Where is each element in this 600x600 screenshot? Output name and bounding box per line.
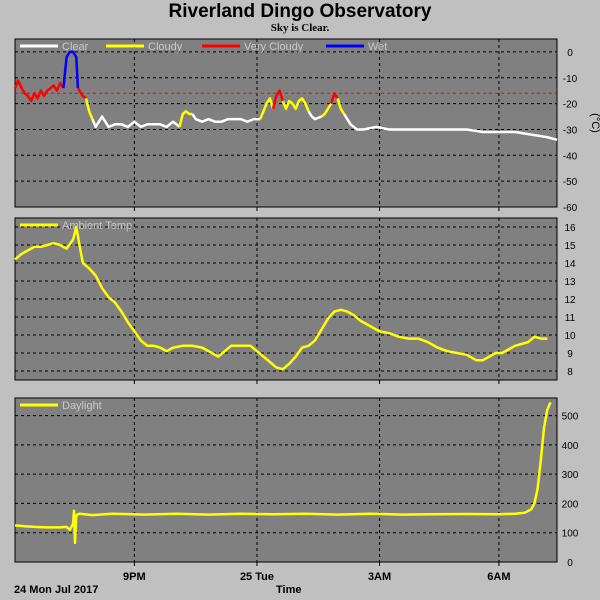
y-tick-label: 13 [564, 277, 576, 288]
y-axis-label: (°C) [589, 113, 600, 133]
series-line-ambient-temp [14, 225, 548, 371]
sky-status: Sky is Clear. [270, 22, 330, 34]
panel-daylight: 0 100 200 300 400 500 Daylight [14, 397, 579, 569]
y-tick-label: 10 [564, 331, 576, 342]
y-tick-label: 12 [564, 295, 576, 306]
series-line-clear [343, 113, 558, 142]
x-tick-label: 6AM [487, 571, 510, 583]
legend-label: Clear [62, 41, 89, 53]
series-line-clear [91, 115, 181, 129]
series-line-cloudy [178, 110, 193, 128]
y-tick-label: 500 [562, 412, 579, 423]
y-tick-label: 0 [567, 48, 573, 59]
x-tick-label: 9PM [123, 571, 146, 583]
legend-label: Daylight [62, 400, 102, 412]
series-line-wet [62, 50, 80, 89]
series-line-very-cloudy [330, 92, 339, 104]
legend-label: Ambient Temp [62, 220, 132, 232]
y-tick-label: 14 [564, 259, 576, 270]
x-tick-label: 25 Tue [240, 571, 274, 583]
panel-ambient: 8 9 10 11 12 13 14 15 16 Ambient Temp [14, 217, 576, 381]
y-tick-label: 15 [564, 241, 576, 252]
series-line-cloudy [259, 97, 275, 120]
legend-label: Very Cloudy [244, 41, 304, 53]
legend-label: Cloudy [148, 41, 183, 53]
series-line-daylight [14, 401, 552, 545]
y-tick-label: 11 [565, 313, 576, 324]
panel-sky: 0 -10 -20 -30 -40 -50 -60 (°C) Clear Cloudy Very C… [13, 38, 600, 214]
y-tick-label: -50 [563, 177, 578, 188]
series-line-very-cloudy [76, 87, 87, 100]
y-tick-label: -10 [563, 74, 578, 85]
y-tick-label: -60 [563, 203, 578, 214]
series-line-very-cloudy [271, 89, 284, 110]
y-tick-label: 16 [564, 223, 576, 234]
y-tick-label: -20 [563, 100, 578, 111]
series-line-clear [307, 110, 322, 121]
series-line-cloudy [281, 97, 310, 112]
series-line-cloudy [336, 98, 346, 115]
y-tick-label: -40 [563, 151, 578, 162]
series-line-clear [191, 113, 261, 123]
plot-area [14, 397, 558, 563]
chart-date: 24 Mon Jul 2017 [14, 584, 99, 596]
y-tick-label: 400 [562, 441, 579, 452]
plot-area [14, 38, 558, 208]
x-tick-label: 3AM [368, 571, 391, 583]
y-tick-label: 9 [567, 349, 573, 360]
y-tick-label: 8 [567, 367, 573, 378]
y-tick-label: -30 [563, 125, 578, 136]
y-tick-label: 0 [567, 558, 573, 569]
series-line-cloudy [84, 98, 94, 120]
page-title: Riverland Dingo Observatory [168, 1, 432, 22]
legend-label: Wet [368, 41, 387, 53]
series-line-cloudy [320, 102, 333, 118]
x-axis-title: Time [276, 584, 302, 596]
y-tick-label: 200 [562, 499, 579, 510]
y-tick-label: 100 [562, 529, 579, 540]
series-line-very-cloudy [13, 79, 65, 103]
y-tick-label: 300 [562, 470, 579, 481]
